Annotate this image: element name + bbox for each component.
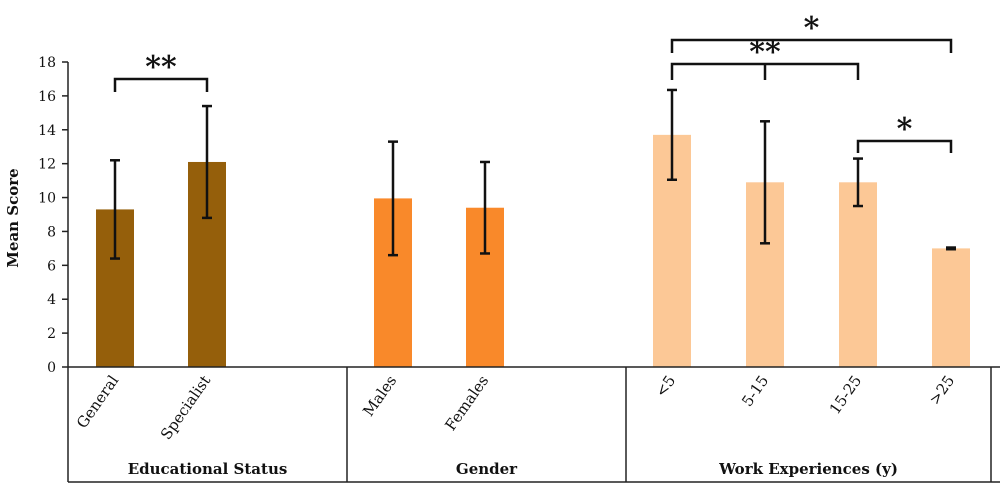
significance-label: * — [897, 112, 913, 147]
x-tick-label: >25 — [925, 372, 958, 408]
x-tick-label: General — [73, 372, 122, 432]
significance-bracket — [113, 77, 209, 92]
y-tick-label: 16 — [38, 89, 56, 105]
y-axis-label: Mean Score — [4, 168, 22, 267]
significance-bracket — [670, 38, 953, 53]
y-tick-label: 6 — [47, 258, 56, 274]
error-bars — [110, 88, 956, 260]
y-tick-label: 4 — [47, 292, 56, 308]
bars — [96, 134, 970, 367]
x-tick-label: 15-25 — [826, 372, 866, 418]
y-tick-label: 14 — [38, 123, 56, 139]
x-axis: Educational Status General Specialist Gende… — [67, 366, 1000, 483]
significance-label: * — [804, 11, 820, 46]
x-tick-label: Females — [441, 372, 492, 434]
group-label: Gender — [456, 460, 518, 478]
y-tick-label: 0 — [47, 360, 56, 376]
x-tick-label: 5-15 — [738, 372, 772, 410]
y-tick-label: 12 — [38, 157, 56, 173]
group-label: Work Experiences (y) — [718, 460, 898, 478]
y-axis: 0 2 4 6 8 10 12 14 16 18 — [38, 55, 69, 376]
y-tick-label: 8 — [47, 224, 56, 240]
bar — [932, 248, 970, 367]
x-tick-label: Specialist — [157, 372, 214, 443]
significance-label: ** — [145, 50, 177, 85]
x-tick-label: <5 — [652, 372, 679, 400]
x-tick-label: Males — [359, 372, 400, 420]
y-tick-label: 2 — [47, 326, 56, 342]
group-label: Educational Status — [128, 460, 288, 478]
significance-brackets: ****** — [113, 11, 953, 153]
bar — [839, 182, 877, 367]
y-tick-label: 18 — [38, 55, 56, 71]
significance-bracket — [856, 139, 953, 153]
y-tick-label: 10 — [38, 191, 56, 207]
